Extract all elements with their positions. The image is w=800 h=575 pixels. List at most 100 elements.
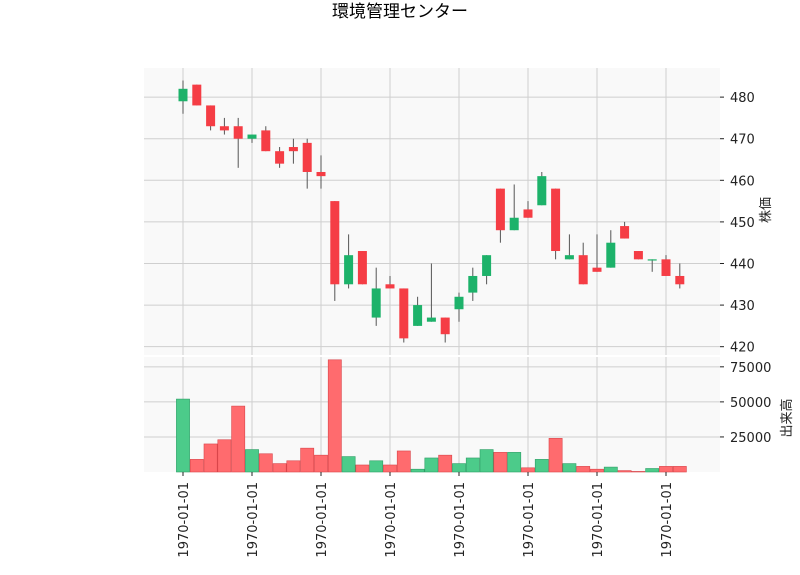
volume-bar	[548, 438, 563, 473]
candle-body	[344, 255, 354, 285]
volume-bar	[465, 457, 480, 473]
candle-body	[385, 284, 395, 289]
x-tick-label: 1970-01-01	[522, 482, 537, 558]
candle-body	[178, 88, 188, 102]
candle-body	[551, 188, 561, 252]
volume-bar	[576, 466, 591, 473]
price-tick-label: 430	[730, 299, 755, 314]
candle-body	[206, 105, 216, 127]
candle-body	[564, 255, 574, 260]
candle-body	[592, 267, 602, 272]
volume-tick-label: 75000	[730, 361, 771, 376]
volume-bar	[672, 466, 687, 473]
volume-bar	[617, 470, 632, 473]
price-tick-label: 450	[730, 216, 755, 231]
volume-bar	[534, 459, 549, 473]
price-axis-label: 株価	[759, 197, 774, 223]
volume-bar	[341, 456, 356, 473]
volume-bar	[631, 471, 646, 473]
candle-body	[633, 251, 643, 260]
volume-bar	[300, 447, 315, 473]
candle-body	[330, 201, 340, 285]
x-tick-label: 1970-01-01	[315, 482, 330, 558]
volume-bar	[217, 439, 232, 473]
candle-body	[316, 171, 326, 177]
candle-body	[261, 130, 271, 152]
volume-bar	[327, 359, 342, 473]
volume-bar	[286, 460, 301, 473]
volume-bar	[590, 468, 604, 473]
candle-body	[578, 255, 588, 285]
candle-body	[661, 259, 671, 276]
x-tick-label: 1970-01-01	[177, 482, 192, 558]
candle-body	[620, 226, 630, 239]
candle-body	[219, 126, 229, 131]
candle-body	[399, 288, 409, 339]
candle-body	[192, 84, 202, 106]
candle-body	[288, 147, 298, 152]
volume-bar	[272, 463, 287, 473]
candle-body	[233, 126, 243, 139]
volume-bar	[424, 457, 439, 473]
candle-body	[523, 209, 533, 218]
candle-body	[371, 288, 381, 318]
volume-bar	[507, 452, 522, 473]
price-tick-label: 420	[730, 341, 755, 356]
volume-bar	[645, 468, 660, 473]
volume-bar	[245, 449, 259, 473]
chart-title: 環境管理センター	[332, 2, 468, 22]
price-tick-label: 460	[730, 174, 755, 189]
x-tick-label: 1970-01-01	[591, 482, 606, 558]
candle-body	[675, 275, 685, 285]
candle-body	[606, 242, 616, 268]
volume-bar	[521, 467, 535, 473]
volume-bar	[203, 443, 218, 473]
volume-bar	[258, 453, 273, 473]
volume-bar	[452, 463, 466, 473]
volume-bar	[189, 459, 204, 473]
volume-bar	[314, 454, 328, 473]
candle-body	[413, 305, 423, 326]
volume-bar	[603, 466, 618, 473]
candle-body	[482, 255, 492, 276]
volume-bar	[383, 464, 397, 473]
volume-bar	[369, 460, 384, 473]
price-tick-label: 440	[730, 257, 755, 272]
volume-bar	[493, 452, 508, 473]
volume-bar	[659, 466, 673, 473]
volume-bars	[176, 359, 687, 473]
candle-body	[509, 217, 519, 231]
candle-body	[426, 317, 436, 322]
price-panel-background	[144, 68, 720, 355]
candle-body	[440, 317, 450, 335]
candle-body	[454, 296, 464, 310]
volume-bar	[562, 463, 577, 473]
x-tick-label: 1970-01-01	[660, 482, 675, 558]
x-tick-labels: 1970-01-01 1970-01-01 1970-01-01 1970-01-01…	[177, 472, 675, 558]
volume-bar	[410, 468, 425, 473]
x-tick-label: 1970-01-01	[246, 482, 261, 558]
volume-bar	[176, 398, 190, 473]
candle-body	[357, 251, 367, 285]
volume-axis-label: 出来高	[779, 398, 795, 437]
volume-bar	[355, 464, 370, 473]
candle-bodies	[178, 84, 685, 339]
volume-tick-label: 25000	[730, 431, 771, 446]
price-tick-label: 470	[730, 133, 755, 148]
volume-tick-label: 50000	[730, 396, 771, 411]
price-tick-label: 480	[730, 91, 755, 106]
candle-body	[275, 151, 285, 164]
candle-body	[302, 142, 312, 172]
volume-bar	[479, 449, 494, 473]
x-tick-label: 1970-01-01	[384, 482, 399, 558]
candle-body	[495, 188, 505, 231]
volume-bar	[438, 454, 453, 473]
candle-body	[537, 176, 547, 206]
candle-body	[247, 134, 257, 139]
candle-body	[468, 275, 478, 293]
volume-bar	[231, 405, 246, 473]
volume-bar	[396, 450, 411, 473]
x-tick-label: 1970-01-01	[453, 482, 468, 558]
candle-body	[647, 259, 657, 261]
